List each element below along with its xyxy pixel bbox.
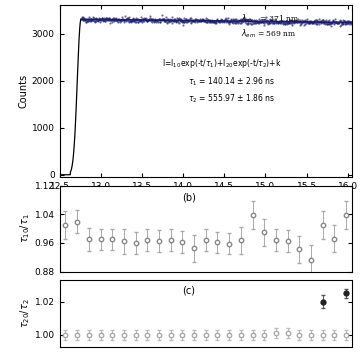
Y-axis label: Counts: Counts xyxy=(19,74,29,108)
Text: (b): (b) xyxy=(182,193,196,203)
Text: $\tau_1$ = 140.14 $\pm$ 2.96 ns: $\tau_1$ = 140.14 $\pm$ 2.96 ns xyxy=(188,76,275,88)
Text: $\tau_2$ = 555.97 $\pm$ 1.86 ns: $\tau_2$ = 555.97 $\pm$ 1.86 ns xyxy=(188,93,275,105)
Text: (c): (c) xyxy=(182,286,195,296)
X-axis label: Time (ns): Time (ns) xyxy=(183,192,229,203)
Text: $\lambda_{ex}$   = 371 nm: $\lambda_{ex}$ = 371 nm xyxy=(241,12,299,25)
Y-axis label: $\tau_{20}/\tau_2$: $\tau_{20}/\tau_2$ xyxy=(18,299,32,328)
Text: I=I$_{10}$exp(-t/$\tau_1$)+I$_{20}$exp(-t/$\tau_2$)+k: I=I$_{10}$exp(-t/$\tau_1$)+I$_{20}$exp(-… xyxy=(162,57,282,70)
Text: $\lambda_{em}$ = 569 nm: $\lambda_{em}$ = 569 nm xyxy=(241,28,296,40)
Y-axis label: $\tau_{10}/\tau_1$: $\tau_{10}/\tau_1$ xyxy=(18,214,32,243)
